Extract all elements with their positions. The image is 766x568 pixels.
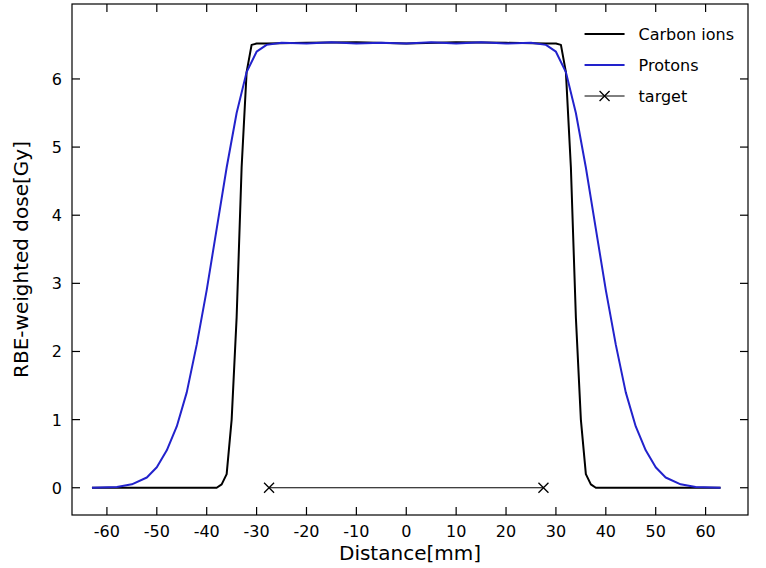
- plot-area: [92, 42, 721, 493]
- y-tick: [72, 215, 80, 216]
- x-tick: [306, 4, 307, 12]
- x-tick: [406, 4, 407, 12]
- y-tick: [72, 78, 80, 79]
- x-tick-label: -60: [94, 522, 120, 541]
- x-tick: [655, 507, 656, 515]
- y-tick: [740, 487, 748, 488]
- x-tick: [655, 4, 656, 12]
- y-tick: [740, 419, 748, 420]
- y-tick: [740, 351, 748, 352]
- x-tick: [605, 507, 606, 515]
- legend-swatch: [585, 64, 625, 66]
- x-tick: [505, 507, 506, 515]
- x-tick-label: -20: [293, 522, 319, 541]
- series-marker: [538, 483, 548, 493]
- y-tick: [740, 78, 748, 79]
- x-tick-label: 10: [446, 522, 466, 541]
- y-tick-label: 4: [52, 206, 62, 225]
- x-tick-label: -10: [343, 522, 369, 541]
- y-tick: [72, 419, 80, 420]
- x-tick: [705, 507, 706, 515]
- y-tick: [740, 215, 748, 216]
- x-tick: [505, 4, 506, 12]
- series-line: [92, 42, 721, 488]
- x-tick-label: -30: [244, 522, 270, 541]
- y-tick-label: 5: [52, 138, 62, 157]
- plot-frame: [72, 4, 748, 515]
- x-tick: [605, 4, 606, 12]
- y-tick-label: 3: [52, 274, 62, 293]
- x-tick: [456, 4, 457, 12]
- x-axis-title: Distance[mm]: [339, 541, 481, 565]
- legend-label: Carbon ions: [639, 25, 734, 44]
- x-tick: [106, 507, 107, 515]
- x-tick-label: -50: [144, 522, 170, 541]
- x-tick-label: 30: [546, 522, 566, 541]
- series-line: [269, 487, 543, 488]
- x-tick: [705, 4, 706, 12]
- y-tick: [740, 283, 748, 284]
- x-tick: [106, 4, 107, 12]
- y-tick: [72, 283, 80, 284]
- x-tick: [156, 4, 157, 12]
- series-line: [92, 42, 721, 488]
- chart: -60 -50 -40 -30 -20 -10 0 10 20 30 40 50 60 0 1 2 3 4 5 6 Di…: [0, 0, 766, 568]
- y-tick: [72, 487, 80, 488]
- x-tick-label: 20: [496, 522, 516, 541]
- legend-label: target: [639, 87, 688, 106]
- legend-label: Protons: [639, 56, 699, 75]
- x-tick: [555, 4, 556, 12]
- y-axis-title: RBE-weighted dose[Gy]: [9, 141, 33, 378]
- x-tick-label: 60: [695, 522, 715, 541]
- y-tick: [72, 351, 80, 352]
- y-tick-label: 6: [52, 70, 62, 89]
- y-tick: [72, 146, 80, 147]
- y-tick-label: 2: [52, 342, 62, 361]
- legend-swatch: [585, 33, 625, 35]
- x-tick: [356, 4, 357, 12]
- x-tick: [156, 507, 157, 515]
- x-tick-label: 0: [401, 522, 411, 541]
- x-tick: [256, 4, 257, 12]
- legend: Carbon ions Protons target: [585, 25, 734, 106]
- x-tick: [456, 507, 457, 515]
- x-tick-label: 50: [646, 522, 666, 541]
- legend-marker: [600, 91, 610, 101]
- x-tick: [406, 507, 407, 515]
- y-tick-label: 0: [52, 479, 62, 498]
- x-tick: [555, 507, 556, 515]
- x-tick: [206, 507, 207, 515]
- y-tick: [740, 146, 748, 147]
- x-tick: [206, 4, 207, 12]
- y-tick-label: 1: [52, 411, 62, 430]
- x-tick: [356, 507, 357, 515]
- x-tick-label: -40: [194, 522, 220, 541]
- x-tick: [256, 507, 257, 515]
- x-tick: [306, 507, 307, 515]
- x-tick-label: 40: [596, 522, 616, 541]
- series-marker: [264, 483, 274, 493]
